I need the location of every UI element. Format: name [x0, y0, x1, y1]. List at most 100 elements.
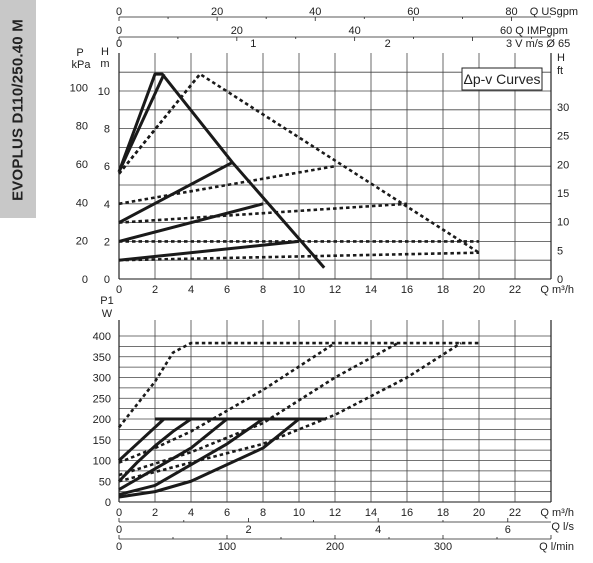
- x-tick-label: 8: [260, 507, 266, 519]
- power-tick-label: 300: [93, 373, 111, 385]
- x-tick-label: 2: [152, 284, 158, 296]
- head-curve-dotted-6: [117, 73, 202, 175]
- x-tick-label: 12: [329, 507, 341, 519]
- power-curve-solid-5: [118, 417, 300, 499]
- pressure-tick-label: 0: [82, 274, 88, 286]
- head-m-tick-label: 8: [104, 124, 110, 136]
- pressure-tick-label: 60: [76, 159, 88, 171]
- top-usgpm-tick-label: 0: [116, 6, 122, 18]
- bottom-ls-tick-label: 0: [116, 524, 122, 536]
- power-curve-solid-3: [118, 417, 228, 491]
- head-ft-tick-label: 0: [557, 274, 563, 286]
- head-m-tick-label: 2: [104, 236, 110, 248]
- power-curve-solid-4: [118, 417, 264, 496]
- head-curve-solid-0: [117, 72, 326, 269]
- top-velocity-tick-label: 1: [250, 38, 256, 50]
- bottom-lmin-label: Q l/min: [539, 541, 574, 553]
- legend-box: Δp-v Curves: [461, 67, 543, 91]
- x-tick-label: 22: [509, 284, 521, 296]
- top-impgpm-label: 60 Q IMPgpm: [500, 25, 568, 37]
- bottom-ls-tick-label: 6: [505, 524, 511, 536]
- head-m-title: H: [101, 46, 109, 58]
- x-tick-label: 10: [293, 507, 305, 519]
- x-tick-label: 20: [473, 507, 485, 519]
- head-ft-tick-label: 15: [557, 188, 569, 200]
- top-usgpm-tick-label: 80: [505, 6, 517, 18]
- legend-label: Δp-v Curves: [463, 71, 540, 87]
- head-curve-solid-2: [118, 161, 234, 224]
- head-curve-dotted-7: [118, 164, 336, 206]
- pressure-tick-label: 80: [76, 121, 88, 133]
- top-usgpm-tick-label: 20: [211, 6, 223, 18]
- legend-frame: [461, 67, 543, 91]
- pressure-tick-label: 40: [76, 197, 88, 209]
- bottom-lmin-tick-label: 0: [116, 541, 122, 553]
- head-m-unit: m: [100, 58, 109, 70]
- power-tick-label: 200: [93, 414, 111, 426]
- model-sidebar: EVOPLUS D110/250.40 M: [0, 0, 36, 218]
- x-tick-label: 18: [437, 507, 449, 519]
- x-tick-label: 22: [509, 507, 521, 519]
- top-impgpm-tick-label: 0: [116, 25, 122, 37]
- bottom-ls-label: Q l/s: [551, 521, 574, 533]
- head-curve-dotted-10: [118, 251, 480, 262]
- bottom-lmin-tick-label: 300: [434, 541, 452, 553]
- head-ft-tick-label: 20: [557, 159, 569, 171]
- top-velocity-tick-label: 2: [385, 38, 391, 50]
- x-tick-label: 8: [260, 284, 266, 296]
- pressure-tick-label: 20: [76, 236, 88, 248]
- head-curve-dotted-8: [118, 202, 408, 224]
- head-m-tick-label: 6: [104, 161, 110, 173]
- bottom-ls-tick-label: 2: [246, 524, 252, 536]
- power-tick-label: 350: [93, 352, 111, 364]
- head-curve-solid-1: [117, 73, 166, 173]
- power-tick-label: 50: [99, 476, 111, 488]
- head-curve-solid-4: [118, 239, 300, 262]
- x-tick-label: 16: [401, 507, 413, 519]
- head-m-tick-label: 0: [104, 274, 110, 286]
- x-tick-label: 14: [365, 507, 377, 519]
- top-impgpm-tick-label: 20: [231, 25, 243, 37]
- bottom-lmin-tick-label: 100: [218, 541, 236, 553]
- x-tick-label: 4: [188, 507, 194, 519]
- power-tick-label: 100: [93, 456, 111, 468]
- x-tick-label: 18: [437, 284, 449, 296]
- power-curve-solid-2: [117, 417, 192, 483]
- top-impgpm-tick-label: 40: [349, 25, 361, 37]
- x-tick-label: 14: [365, 284, 377, 296]
- head-ft-unit: ft: [557, 65, 563, 77]
- head-m-tick-label: 10: [98, 86, 110, 98]
- head-ft-tick-label: 25: [557, 131, 569, 143]
- top-velocity-label: 3 V m/s Ø 65: [506, 38, 570, 50]
- x-tick-label: 20: [473, 284, 485, 296]
- power-tick-label: 0: [105, 497, 111, 509]
- pressure-tick-label: 100: [70, 82, 88, 94]
- x-axis-label: Q m³/h: [540, 284, 574, 296]
- power-unit: W: [102, 308, 113, 320]
- x-tick-label: 6: [224, 507, 230, 519]
- power-curve-solid-0: [117, 417, 166, 462]
- pressure-unit: kPa: [72, 59, 92, 71]
- head-ft-tick-label: 30: [557, 102, 569, 114]
- power-tick-label: 150: [93, 435, 111, 447]
- head-m-tick-label: 4: [104, 199, 110, 211]
- head-ft-tick-label: 5: [557, 245, 563, 257]
- head-chart: 0 2 4 6 8 10 12 14 16 18 20 22 Q m³/h0246810Hm020406…: [70, 6, 578, 296]
- power-curve-dotted-9: [118, 341, 399, 477]
- x-tick-label: 6: [224, 284, 230, 296]
- bottom-ls-tick-label: 4: [375, 524, 381, 536]
- x-tick-label: 16: [401, 284, 413, 296]
- x-axis-label: Q m³/h: [540, 507, 574, 519]
- power-curve-dotted-10: [118, 341, 462, 483]
- top-usgpm-label: Q USgpm: [530, 6, 578, 18]
- power-title: P1: [100, 295, 113, 307]
- power-curve-dotted-6: [117, 341, 479, 429]
- top-velocity-tick-label: 0: [116, 38, 122, 50]
- x-tick-label: 0: [116, 284, 122, 296]
- power-tick-label: 250: [93, 393, 111, 405]
- head-curve-solid-3: [118, 202, 264, 243]
- x-tick-label: 2: [152, 507, 158, 519]
- bottom-lmin-tick-label: 200: [326, 541, 344, 553]
